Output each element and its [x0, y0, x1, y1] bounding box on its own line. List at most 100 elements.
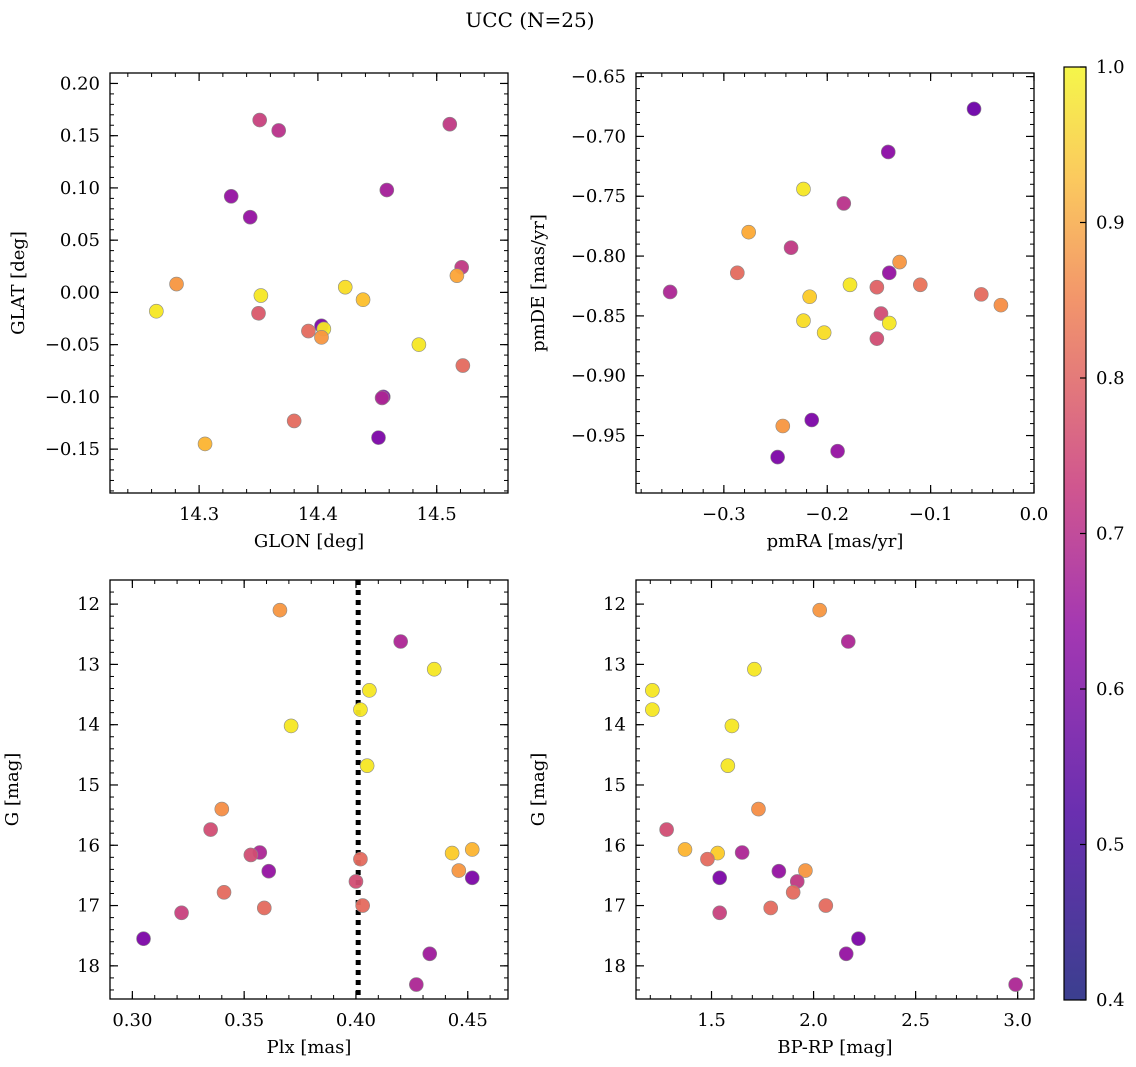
scatter-point: [818, 898, 834, 913]
x-axis-label: pmRA [mas/yr]: [767, 531, 904, 552]
x-axis-label: BP-RP [mag]: [777, 1037, 892, 1058]
x-tick-label: 14.5: [417, 504, 457, 525]
scatter-point: [253, 288, 269, 303]
x-tick-label: 0.0: [1020, 504, 1049, 525]
scatter-point: [409, 977, 424, 992]
scatter-point: [747, 661, 762, 677]
y-tick-label: 0.05: [60, 230, 100, 251]
colorbar-tick-label: 0.8: [1096, 368, 1125, 389]
y-tick-label: 18: [603, 956, 626, 977]
scatter-point: [873, 306, 889, 321]
scatter-point: [283, 718, 299, 734]
colorbar-tick-label: 1.0: [1096, 57, 1125, 78]
scatter-point: [314, 330, 329, 345]
scatter-point: [426, 661, 442, 677]
y-tick-label: 12: [77, 594, 100, 615]
scatter-point: [816, 325, 832, 340]
scatter-point: [763, 900, 779, 916]
x-tick-label: 0.30: [112, 1010, 152, 1031]
scatter-point: [993, 297, 1009, 313]
x-tick-label: 1.5: [697, 1010, 726, 1031]
y-tick-label: −0.95: [571, 426, 626, 447]
panel-glon-glat: 14.3 14.4 14.5 −0.15 −0.10 −0.05 0.00 0.05 0.10 0…: [8, 72, 509, 552]
x-tick-label: 3.0: [1003, 1010, 1032, 1031]
scatter-point: [451, 863, 467, 878]
scatter-point: [379, 182, 395, 198]
y-axis-label: G [mag]: [2, 753, 23, 826]
scatter-point: [203, 822, 218, 837]
y-tick-label: 16: [603, 835, 626, 856]
scatter-point: [422, 946, 438, 962]
scatter-point: [362, 683, 377, 698]
y-tick-label: 0.15: [60, 126, 100, 147]
scatter-point: [272, 602, 288, 618]
panel-bprp-g: 1.5 2.0 2.5 3.0 12 13 14 15 16 17 18 BP-RP [mag] G […: [528, 579, 1035, 1058]
scatter-point: [677, 842, 693, 857]
colorbar-tick-label: 0.6: [1096, 679, 1125, 700]
scatter-point: [966, 101, 982, 117]
scatter-point: [645, 702, 660, 717]
scatter-point: [720, 758, 736, 773]
axes-frame: [635, 72, 1035, 494]
scatter-point: [174, 905, 189, 921]
scatter-point: [261, 863, 277, 879]
scatter-point: [252, 112, 267, 128]
scatter-point: [842, 277, 858, 293]
y-tick-label: 17: [603, 896, 626, 917]
scatter-point: [838, 946, 854, 962]
y-tick-label: 14: [603, 715, 626, 736]
colorbar-tick-label: 0.7: [1096, 524, 1125, 545]
scatter-point: [455, 358, 471, 373]
scatter-point: [256, 900, 272, 916]
x-axis-label: Plx [mas]: [267, 1037, 352, 1058]
y-tick-label: 13: [603, 654, 626, 675]
scatter-point: [724, 718, 740, 734]
scatter-point: [880, 144, 896, 160]
y-tick-label: 12: [603, 594, 626, 615]
scatter-point: [444, 845, 460, 861]
scatter-point: [804, 412, 820, 428]
x-tick-label: −0.1: [909, 504, 953, 525]
y-tick-label: −0.70: [571, 126, 626, 147]
scatter-point: [136, 931, 151, 947]
x-tick-label: 0.35: [224, 1010, 264, 1031]
scatter-point: [741, 224, 756, 240]
scatter-point: [700, 851, 715, 867]
scatter-point: [271, 123, 287, 138]
scatter-point: [371, 430, 386, 445]
panel-plx-g: 0.30 0.35 0.40 0.45 12 13 14 15 16 17 18 Plx [mas] G…: [2, 579, 509, 1058]
y-tick-label: 15: [77, 775, 100, 796]
scatter-point: [912, 277, 928, 293]
scatter-point: [393, 634, 408, 649]
colorbar-tick-label: 0.5: [1096, 835, 1125, 856]
scatter-point: [353, 851, 368, 867]
x-tick-label: −0.3: [702, 504, 746, 525]
scatter-point: [353, 702, 368, 717]
scatter-point: [785, 884, 801, 900]
y-tick-label: 0.00: [60, 282, 100, 303]
y-tick-label: 0.10: [60, 178, 100, 199]
scatter-point: [881, 265, 897, 281]
y-tick-label: 0.20: [60, 73, 100, 94]
scatter-point: [836, 196, 852, 211]
scatter-point: [802, 289, 817, 305]
x-tick-label: 0.45: [448, 1010, 488, 1031]
scatter-point: [712, 870, 727, 886]
scatter-point: [355, 292, 371, 308]
scatter-point: [796, 313, 811, 328]
scatter-point: [892, 254, 907, 270]
x-tick-label: 14.4: [298, 504, 338, 525]
scatter-point: [464, 870, 480, 886]
y-tick-label: −0.10: [45, 387, 100, 408]
scatter-point: [242, 209, 258, 225]
scatter-point: [840, 634, 856, 649]
y-tick-label: 18: [77, 956, 100, 977]
scatter-point: [812, 602, 827, 618]
scatter-point: [662, 284, 678, 300]
scatter-point: [869, 331, 885, 346]
y-tick-label: −0.75: [571, 186, 626, 207]
scatter-point: [734, 845, 750, 860]
figure-title: UCC (N=25): [465, 8, 594, 32]
scatter-point: [216, 884, 232, 900]
